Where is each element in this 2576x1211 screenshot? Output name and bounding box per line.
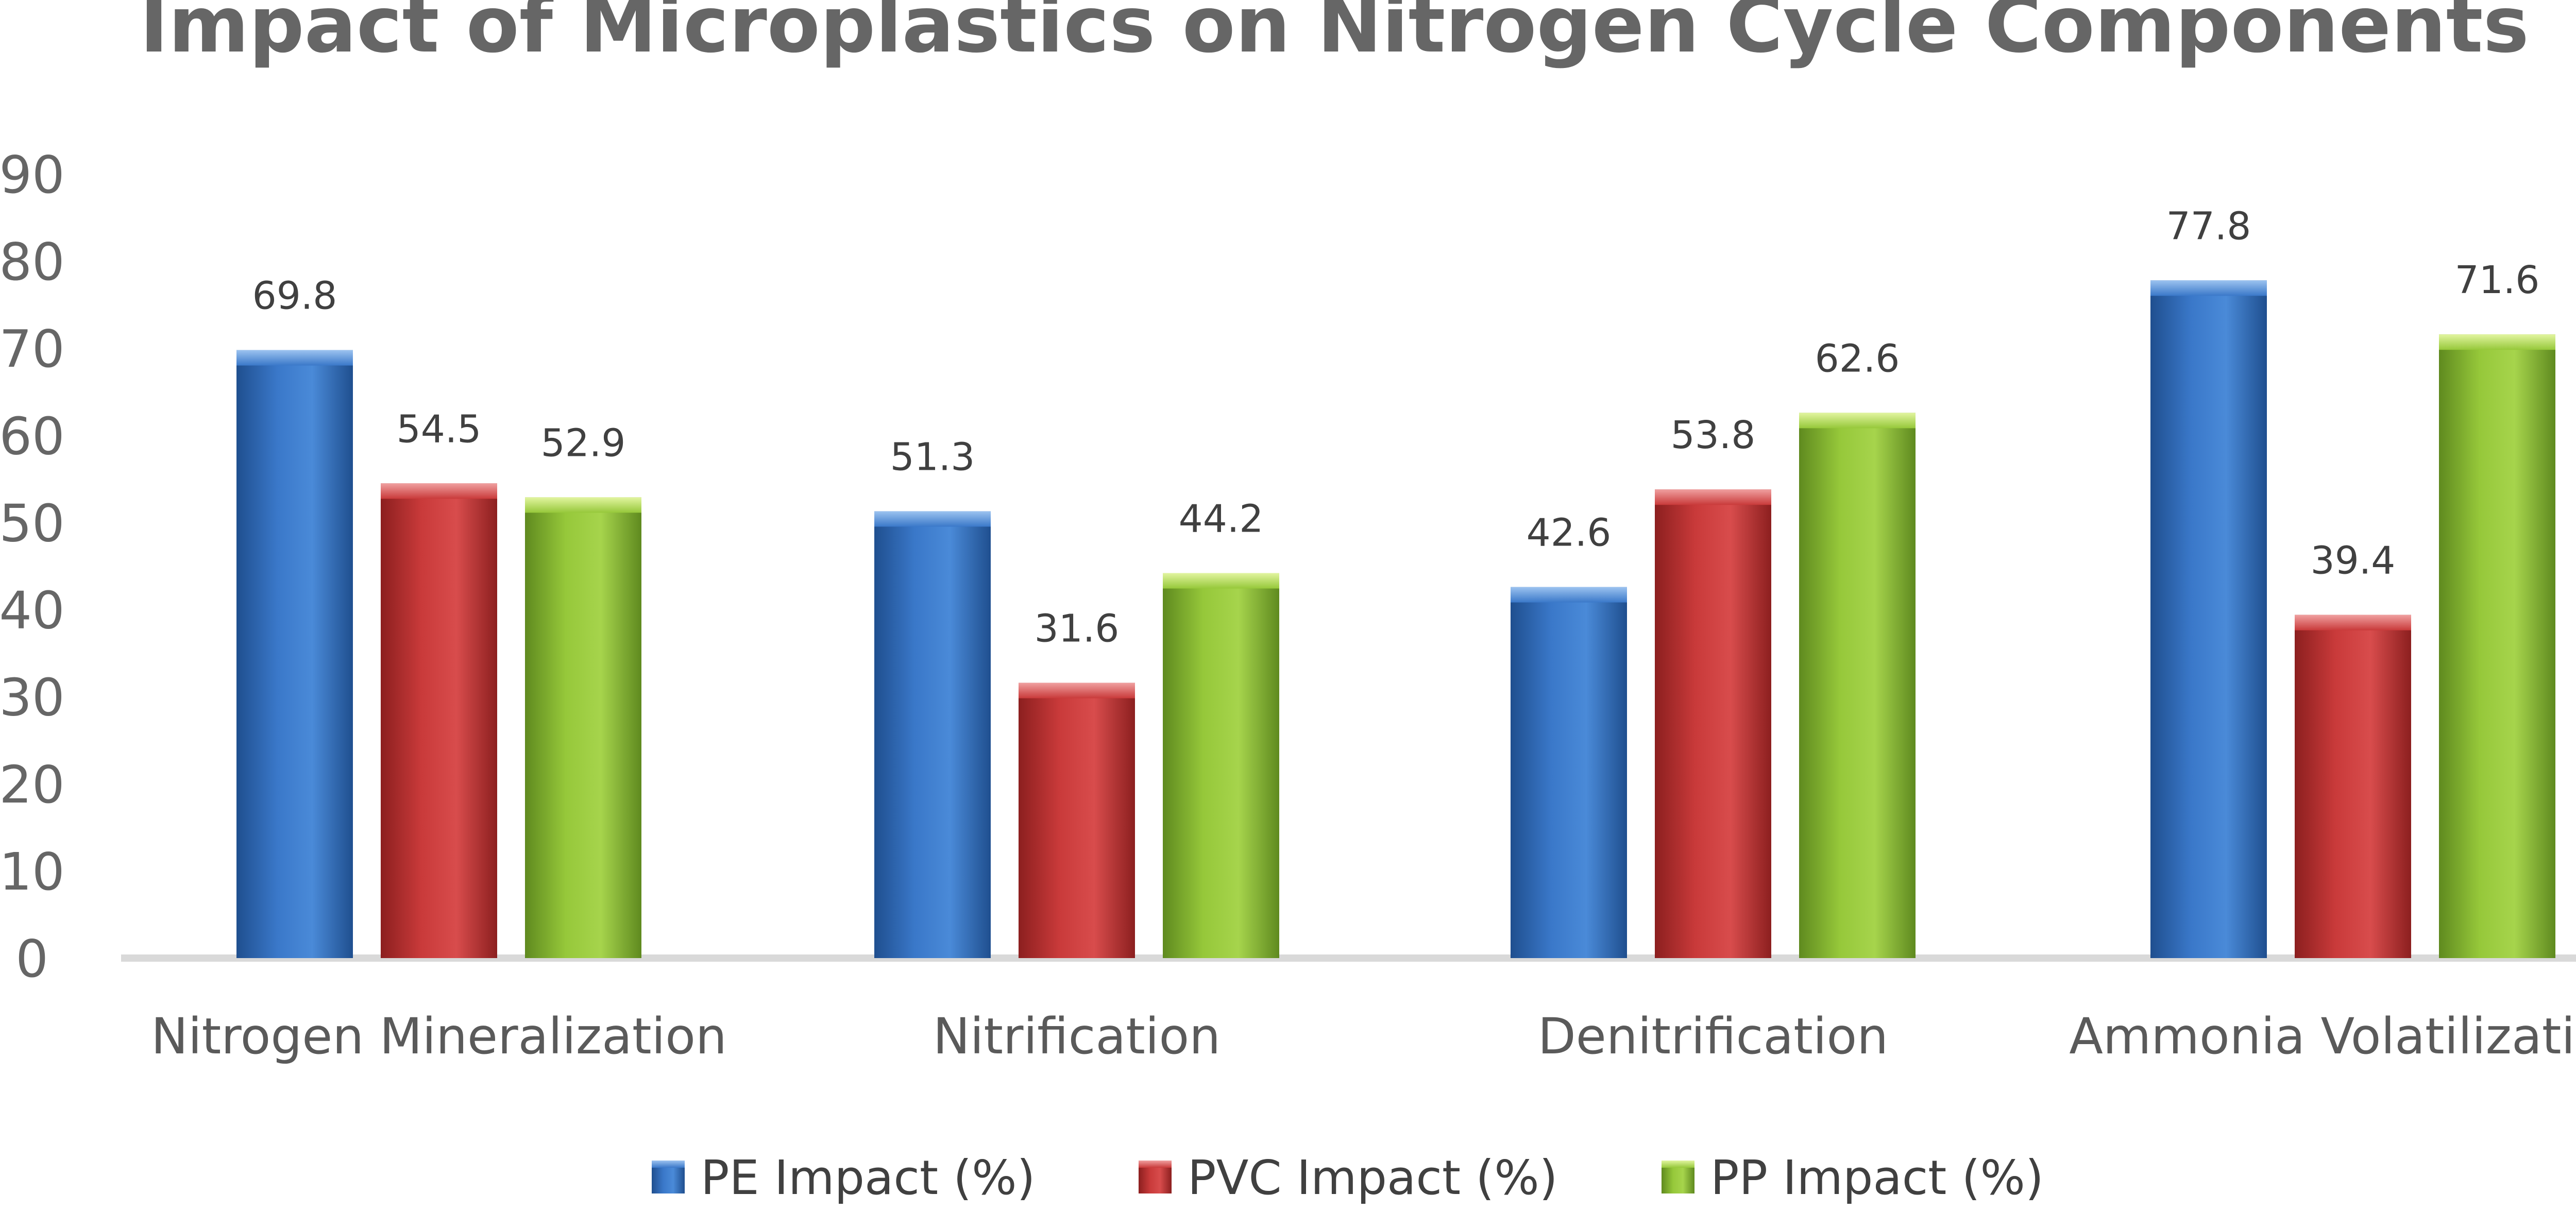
bar-body [1655, 489, 1771, 958]
bar-body [525, 497, 641, 958]
bar-body [1163, 573, 1279, 958]
bar [1799, 413, 1916, 958]
bar-bevel-top [1655, 489, 1771, 505]
bar-bevel-top [525, 497, 641, 513]
bar-body [874, 511, 991, 958]
bar-bevel-top [1163, 573, 1279, 589]
y-tick-label: 20 [0, 755, 65, 815]
y-tick-label: 90 [0, 145, 65, 205]
legend-swatch-bevel [1662, 1161, 1694, 1168]
legend-swatch-bevel [652, 1161, 685, 1168]
bar-body [381, 483, 497, 958]
bar [2439, 334, 2555, 958]
data-label: 31.6 [1035, 607, 1120, 651]
y-tick-label: 60 [0, 406, 65, 466]
bar [2295, 615, 2411, 958]
bar [874, 511, 991, 958]
bar [525, 497, 641, 958]
x-axis: Nitrogen Mineralization Nitrification Deni… [151, 1008, 2576, 1065]
bar-body [236, 350, 353, 958]
data-label: 52.9 [541, 421, 626, 465]
y-tick-label: 0 [15, 929, 48, 989]
y-tick-label: 70 [0, 319, 65, 379]
x-tick-label: Ammonia Volatilization [2069, 1008, 2576, 1065]
bar-body [1511, 587, 1627, 958]
y-tick-label: 40 [0, 581, 65, 641]
bar-body [1019, 683, 1135, 958]
legend-item: PP Impact (%) [1662, 1150, 2044, 1205]
bar-bevel-top [1019, 683, 1135, 698]
data-label: 44.2 [1179, 497, 1264, 541]
bar-body [1799, 413, 1916, 958]
data-labels: 69.8 51.3 42.6 77.8 54.5 31.6 53.8 39.4 52.9 44.2… [252, 204, 2540, 651]
data-label: 54.5 [397, 407, 482, 451]
chart-title: Impact of Microplastics on Nitrogen Cycl… [140, 0, 2529, 70]
legend-item: PE Impact (%) [652, 1150, 1035, 1205]
x-tick-label: Nitrification [933, 1008, 1221, 1065]
x-tick-label: Denitrification [1538, 1008, 1888, 1065]
data-label: 69.8 [252, 274, 337, 318]
bar [381, 483, 497, 958]
legend-label: PP Impact (%) [1710, 1150, 2044, 1205]
bar-bevel-top [874, 511, 991, 527]
data-label: 51.3 [890, 435, 975, 479]
bar-bevel-top [1799, 413, 1916, 429]
legend: PE Impact (%) PVC Impact (%) PP Impact (%) [652, 1150, 2044, 1205]
x-tick-label: Nitrogen Mineralization [151, 1008, 727, 1065]
legend-label: PVC Impact (%) [1188, 1150, 1558, 1205]
bar-bevel-top [2439, 334, 2555, 350]
data-label: 53.8 [1671, 413, 1756, 457]
bar [236, 350, 353, 958]
data-label: 39.4 [2311, 539, 2396, 583]
bar-bevel-top [2295, 615, 2411, 630]
bar-body [2439, 334, 2555, 958]
bar-body [2295, 615, 2411, 958]
legend-item: PVC Impact (%) [1139, 1150, 1558, 1205]
data-label: 71.6 [2455, 258, 2540, 302]
bar-bevel-top [1511, 587, 1627, 603]
bar [1655, 489, 1771, 958]
legend-swatch-bevel [1139, 1161, 1172, 1168]
bar [1511, 587, 1627, 958]
y-axis: 0 10 20 30 40 50 60 70 80 90 [0, 145, 65, 989]
bar-body [2150, 280, 2267, 958]
y-tick-label: 30 [0, 668, 65, 728]
y-tick-label: 50 [0, 493, 65, 553]
bar [2150, 280, 2267, 958]
bar-bevel-top [236, 350, 353, 366]
bar [1163, 573, 1279, 958]
data-label: 77.8 [2166, 204, 2251, 248]
bar [1019, 683, 1135, 958]
data-label: 62.6 [1815, 336, 1900, 381]
bar-series-group [236, 280, 2555, 958]
bar-bevel-top [2150, 280, 2267, 296]
bar-bevel-top [381, 483, 497, 499]
data-label: 42.6 [1527, 511, 1612, 555]
legend-label: PE Impact (%) [701, 1150, 1035, 1205]
y-tick-label: 80 [0, 232, 65, 292]
y-tick-label: 10 [0, 842, 65, 902]
